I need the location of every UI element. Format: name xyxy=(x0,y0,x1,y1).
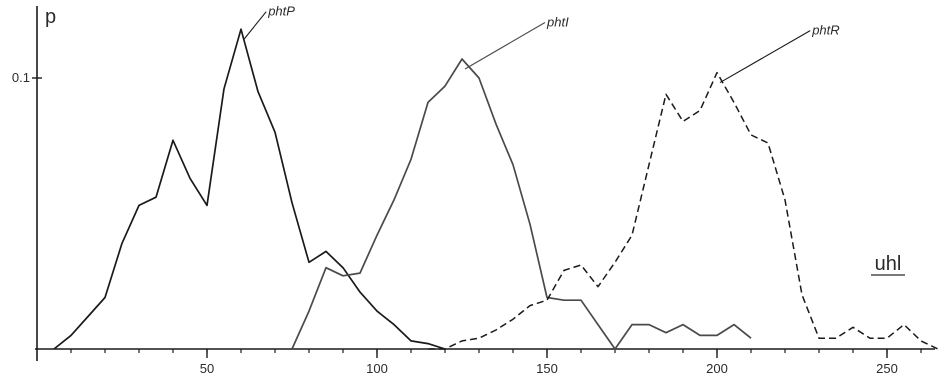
x-tick-label: 150 xyxy=(536,361,558,376)
y-tick-label: 0.1 xyxy=(12,70,30,85)
series-label-leader xyxy=(464,22,546,70)
axis-ticks: 50 100 150 200 250 0.1 xyxy=(12,70,922,376)
x-axis-title: uhl xyxy=(875,253,902,275)
series-label-phti: phtI xyxy=(546,15,569,30)
series-label-phtr: phtR xyxy=(811,23,839,38)
series-lines xyxy=(53,28,939,350)
series-label-leader xyxy=(243,11,267,40)
x-tick-label: 50 xyxy=(200,361,214,376)
x-tick-label: 200 xyxy=(706,361,728,376)
series-line-phti xyxy=(291,58,752,350)
y-axis-title: p xyxy=(45,6,56,28)
series-line-phtr xyxy=(428,71,939,350)
series-labels: phtP phtI phtR xyxy=(243,4,840,84)
x-tick-label: 250 xyxy=(876,361,898,376)
series-label-phtp: phtP xyxy=(267,4,295,19)
series-label-leader xyxy=(719,30,811,84)
series-line-phtp xyxy=(53,28,446,350)
x-tick-label: 100 xyxy=(366,361,388,376)
